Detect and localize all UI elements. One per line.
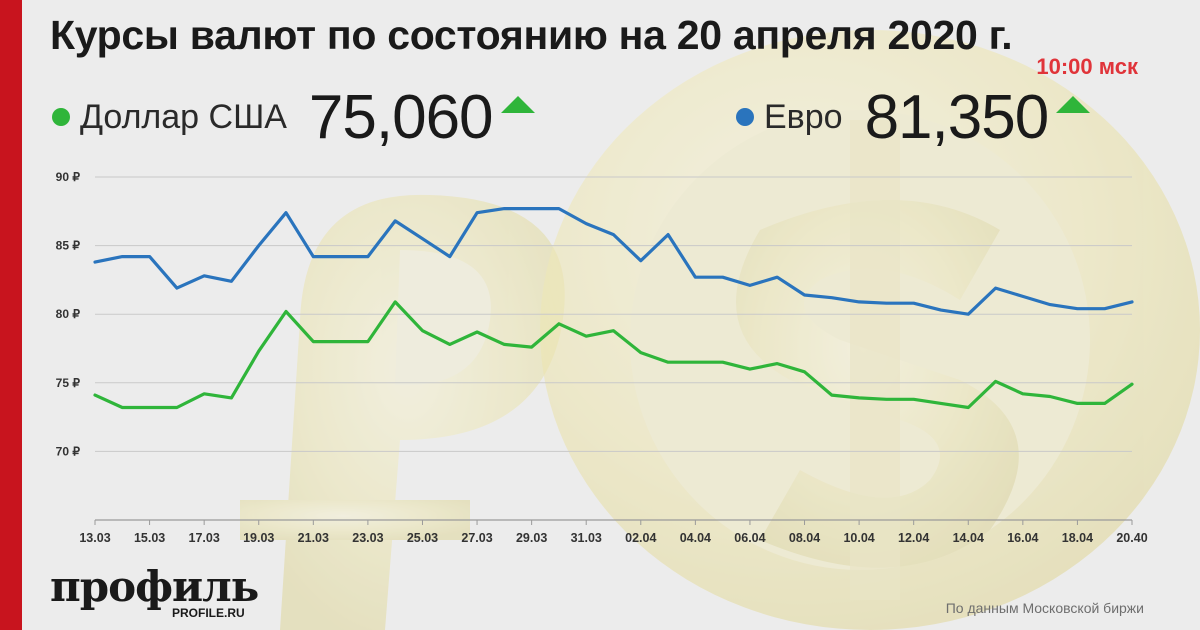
eur-value: 81,350 bbox=[864, 82, 1050, 152]
usd-label: Доллар США bbox=[80, 97, 287, 136]
page-title: Курсы валют по состоянию на 20 апреля 20… bbox=[50, 12, 1013, 58]
x-tick-label: 19.03 bbox=[243, 531, 274, 545]
legend-eur: Евро 81,350 bbox=[736, 82, 1091, 152]
eur-label: Евро bbox=[764, 97, 843, 136]
x-tick-label: 20.40 bbox=[1116, 531, 1147, 545]
y-tick-label: 70 ₽ bbox=[56, 444, 81, 458]
grid-lines bbox=[95, 176, 1132, 521]
x-tick-label: 10.04 bbox=[843, 531, 874, 545]
x-tick-label: 17.03 bbox=[189, 531, 220, 545]
x-tick-label: 23.03 bbox=[352, 531, 383, 545]
x-tick-label: 08.04 bbox=[789, 531, 820, 545]
y-tick-label: 90 ₽ bbox=[56, 170, 81, 184]
y-axis-ticks: 90 ₽ 85 ₽ 80 ₽ 75 ₽ 70 ₽ bbox=[56, 170, 81, 458]
up-arrow-icon bbox=[500, 96, 535, 113]
brand-logo: профиль bbox=[50, 562, 259, 611]
legend-usd: Доллар США 75,060 bbox=[52, 82, 535, 152]
x-tick-label: 31.03 bbox=[571, 531, 602, 545]
x-tick-label: 12.04 bbox=[898, 531, 929, 545]
y-tick-label: 80 ₽ bbox=[56, 307, 81, 321]
x-tick-label: 16.04 bbox=[1007, 531, 1038, 545]
eur-dot-icon bbox=[736, 108, 754, 126]
x-tick-label: 14.04 bbox=[953, 531, 984, 545]
series-line bbox=[93, 300, 1134, 410]
series-lines bbox=[93, 207, 1134, 410]
x-tick-label: 04.04 bbox=[680, 531, 711, 545]
x-tick-label: 06.04 bbox=[734, 531, 765, 545]
y-tick-label: 85 ₽ bbox=[56, 239, 81, 253]
time-label: 10:00 мск bbox=[1036, 54, 1138, 79]
source-note: По данным Московской биржи bbox=[945, 600, 1144, 616]
usd-dot-icon bbox=[52, 108, 70, 126]
x-tick-label: 21.03 bbox=[298, 531, 329, 545]
brand-site: PROFILE.RU bbox=[172, 606, 245, 620]
y-tick-label: 75 ₽ bbox=[56, 376, 81, 390]
accent-bar bbox=[0, 0, 22, 630]
x-tick-label: 25.03 bbox=[407, 531, 438, 545]
up-arrow-icon bbox=[1056, 96, 1091, 113]
x-tick-label: 13.03 bbox=[79, 531, 110, 545]
x-tick-label: 27.03 bbox=[461, 531, 492, 545]
ruble-coin-art bbox=[240, 194, 565, 630]
x-tick-label: 02.04 bbox=[625, 531, 656, 545]
series-line bbox=[93, 207, 1134, 316]
usd-value: 75,060 bbox=[308, 82, 494, 152]
x-tick-label: 18.04 bbox=[1062, 531, 1093, 545]
x-tick-label: 29.03 bbox=[516, 531, 547, 545]
x-axis-ticks: 13.03 15.03 17.03 19.03 21.03 23.03 25.03 27.03… bbox=[79, 520, 1148, 545]
x-tick-label: 15.03 bbox=[134, 531, 165, 545]
